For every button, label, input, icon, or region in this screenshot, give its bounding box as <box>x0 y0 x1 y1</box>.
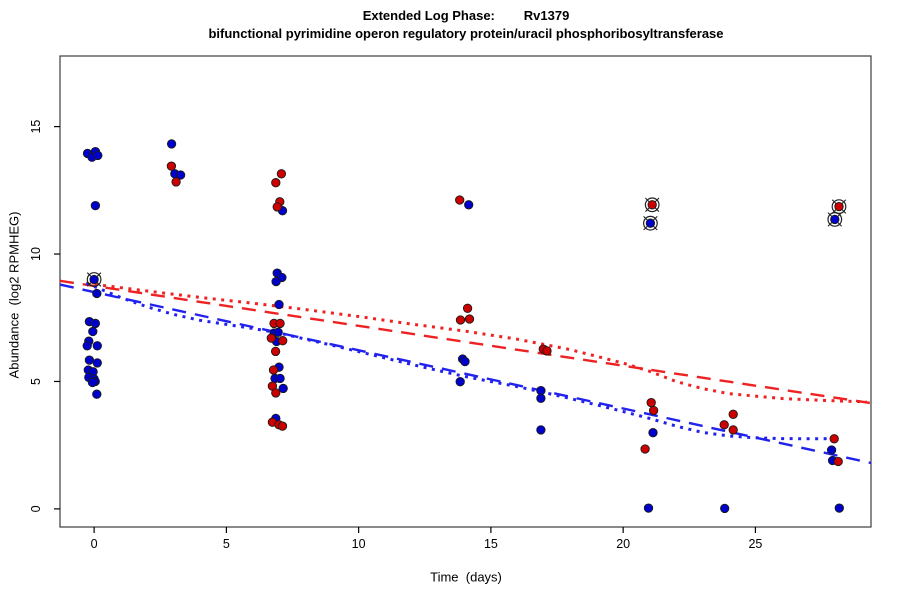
data-point <box>166 161 177 171</box>
data-point <box>542 346 552 356</box>
data-point <box>92 288 102 299</box>
x-tick-label: 0 <box>91 537 98 551</box>
data-point <box>833 456 843 467</box>
data-point <box>536 425 546 435</box>
marked-data-point <box>827 211 843 227</box>
series-red-points <box>166 161 843 467</box>
data-point <box>92 341 102 351</box>
chart-subtitle: bifunctional pyrimidine operon regulator… <box>208 26 724 41</box>
data-point <box>728 409 738 419</box>
y-tick-label: 5 <box>29 378 43 385</box>
data-point <box>166 139 177 149</box>
marker-ring <box>644 197 660 213</box>
data-point <box>646 397 656 408</box>
series-red-marked-points <box>644 197 847 215</box>
y-axis-label: Abundance (log2 RPMHEG) <box>6 211 22 379</box>
data-point <box>643 503 654 513</box>
data-point <box>455 315 466 325</box>
data-point <box>82 341 92 351</box>
data-point <box>728 425 738 435</box>
data-point <box>455 377 465 387</box>
x-tick-label: 25 <box>748 537 762 551</box>
data-point <box>826 445 837 455</box>
marker-ring <box>86 272 102 287</box>
data-point <box>274 299 284 310</box>
data-point <box>275 373 285 384</box>
data-point <box>719 420 729 430</box>
chart-title: Extended Log Phase: Rv1379 <box>362 8 570 23</box>
data-point <box>834 201 844 212</box>
data-point <box>720 503 730 514</box>
data-point <box>648 428 658 438</box>
data-point <box>92 358 102 368</box>
plot-box <box>59 55 872 528</box>
data-point <box>93 150 103 161</box>
series-red-dashed-fit <box>59 279 872 405</box>
series-blue-marked-points <box>86 211 843 287</box>
marker-ring <box>643 215 658 231</box>
data-point <box>89 274 99 285</box>
marked-data-point <box>643 215 658 231</box>
data-point <box>462 303 473 313</box>
data-point <box>834 503 844 513</box>
data-point <box>271 388 281 398</box>
data-point <box>647 200 657 210</box>
data-point <box>90 200 101 211</box>
data-point <box>175 170 186 180</box>
data-point <box>88 326 98 337</box>
data-point <box>830 214 840 225</box>
data-point <box>464 314 475 324</box>
axes: 0 5 10 15 20 25 0 5 10 15 <box>29 120 762 551</box>
data-point <box>829 434 839 444</box>
series-red-dotted-fit <box>86 281 867 404</box>
data-point <box>460 356 470 367</box>
data-point <box>271 178 281 188</box>
x-axis-label: Time (days) <box>430 569 502 585</box>
data-point <box>92 389 102 399</box>
red-dotted-fit-line <box>86 281 867 404</box>
data-point <box>271 276 281 287</box>
data-point <box>273 327 283 337</box>
data-point <box>266 333 276 343</box>
data-point <box>277 421 288 431</box>
x-tick-label: 15 <box>484 537 498 551</box>
data-point <box>275 318 285 329</box>
red-dashed-fit-line <box>59 279 872 405</box>
data-point <box>270 346 281 357</box>
marked-data-point <box>831 199 847 215</box>
data-point <box>278 336 288 346</box>
data-point <box>171 177 181 187</box>
data-point <box>464 200 474 210</box>
x-tick-label: 20 <box>616 537 630 551</box>
marked-data-point <box>86 272 102 287</box>
series-blue-points <box>82 139 844 514</box>
data-point <box>645 218 656 228</box>
y-tick-label: 0 <box>29 505 43 512</box>
data-point <box>648 405 659 416</box>
data-point <box>84 355 95 365</box>
x-tick-label: 5 <box>223 537 230 551</box>
data-point <box>640 444 650 454</box>
data-point <box>90 318 101 329</box>
data-point <box>268 365 279 375</box>
data-point <box>276 169 287 179</box>
marker-ring <box>831 199 847 215</box>
data-point <box>536 385 546 396</box>
x-tick-label: 10 <box>352 537 366 551</box>
series-blue-dotted-fit <box>85 281 841 441</box>
marked-data-point <box>644 197 660 213</box>
data-point <box>278 383 288 394</box>
data-point <box>272 202 282 212</box>
blue-dotted-fit-line <box>85 281 841 441</box>
y-tick-label: 15 <box>29 120 43 134</box>
data-point <box>536 393 546 403</box>
data-point <box>455 195 465 205</box>
data-point <box>87 377 98 388</box>
y-tick-label: 10 <box>29 247 43 261</box>
